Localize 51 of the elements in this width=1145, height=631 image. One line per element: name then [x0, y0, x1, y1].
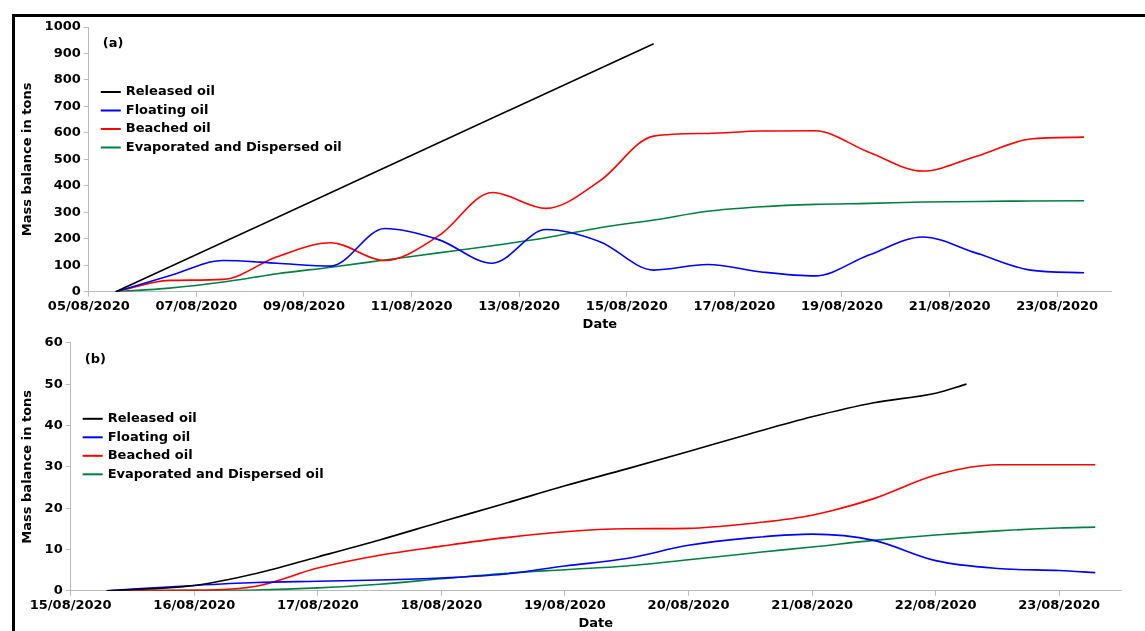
y-tick-label: 600 — [53, 124, 81, 140]
legend-label: Floating oil — [125, 101, 209, 117]
y-tick-label: 20 — [44, 499, 63, 515]
y-tick-label: 10 — [44, 540, 63, 556]
y-tick-label: 400 — [53, 177, 81, 193]
y-tick-label: 100 — [53, 256, 81, 272]
x-tick-label: 21/08/2020 — [908, 297, 991, 313]
y-tick-label: 300 — [53, 203, 81, 219]
legend-label: Released oil — [125, 83, 215, 99]
x-tick-label: 19/08/2020 — [524, 596, 606, 612]
annotation: (b) — [84, 350, 106, 366]
legend-label: Beached oil — [107, 447, 193, 463]
x-axis-title: Date — [578, 614, 614, 630]
legend-label: Released oil — [107, 410, 197, 426]
legend-label: Evaporated and Dispersed oil — [107, 465, 324, 481]
y-tick-label: 40 — [44, 416, 63, 432]
x-tick-label: 21/08/2020 — [771, 596, 854, 612]
y-axis-title: Mass balance in tons — [19, 82, 35, 237]
x-tick-label: 07/08/2020 — [155, 297, 238, 313]
x-tick-label: 20/08/2020 — [647, 596, 730, 612]
y-tick-label: 200 — [53, 230, 81, 246]
y-axis-title: Mass balance in tons — [19, 389, 35, 544]
x-tick-label: 16/08/2020 — [153, 596, 236, 612]
y-tick-label: 500 — [53, 150, 81, 166]
x-tick-label: 23/08/2020 — [1018, 596, 1101, 612]
x-tick-label: 11/08/2020 — [370, 297, 453, 313]
x-tick-label: 15/08/2020 — [585, 297, 668, 313]
x-tick-label: 22/08/2020 — [894, 596, 977, 612]
annotation: (a) — [102, 34, 124, 50]
x-tick-label: 18/08/2020 — [400, 596, 483, 612]
legend-label: Beached oil — [125, 120, 211, 136]
y-tick-label: 50 — [44, 375, 63, 391]
y-tick-label: 0 — [71, 283, 81, 299]
x-axis-title: Date — [582, 315, 618, 331]
x-tick-label: 23/08/2020 — [1016, 297, 1099, 313]
x-tick-label: 13/08/2020 — [478, 297, 561, 313]
legend-label: Evaporated and Dispersed oil — [125, 138, 342, 154]
y-tick-label: 60 — [44, 334, 63, 350]
y-tick-label: 700 — [53, 97, 81, 113]
x-tick-label: 09/08/2020 — [263, 297, 345, 313]
y-tick-label: 1000 — [44, 18, 81, 34]
x-tick-label: 17/08/2020 — [693, 297, 776, 313]
x-tick-label: 05/08/2020 — [47, 297, 130, 313]
legend-label: Floating oil — [107, 428, 191, 444]
y-tick-label: 0 — [53, 582, 63, 598]
x-tick-label: 19/08/2020 — [801, 297, 883, 313]
x-tick-label: 15/08/2020 — [29, 596, 112, 612]
y-tick-label: 800 — [53, 71, 81, 87]
x-tick-label: 17/08/2020 — [276, 596, 359, 612]
y-tick-label: 30 — [44, 458, 63, 474]
y-tick-label: 900 — [53, 44, 81, 60]
